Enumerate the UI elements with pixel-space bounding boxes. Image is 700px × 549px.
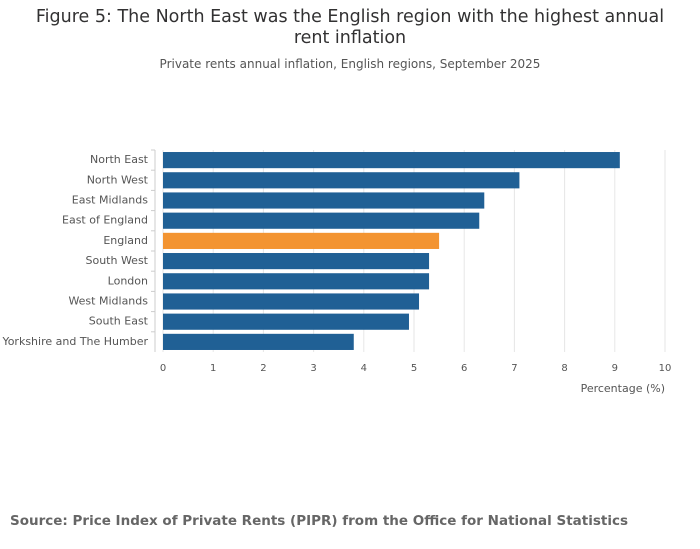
bar: [163, 192, 485, 209]
x-tick-label: 7: [511, 363, 517, 374]
x-tick-label: 5: [411, 363, 417, 374]
bar: [163, 293, 420, 310]
y-tick-label: East Midlands: [72, 194, 149, 207]
bar: [163, 313, 409, 330]
bar: [163, 152, 620, 169]
y-tick-label: Yorkshire and The Humber: [1, 335, 148, 348]
bar: [163, 273, 430, 290]
y-tick-label: England: [103, 234, 148, 247]
y-tick-label: West Midlands: [68, 295, 148, 308]
x-tick-label: 0: [160, 363, 166, 374]
x-tick-label: 3: [310, 363, 316, 374]
x-tick-label: 10: [659, 363, 672, 374]
bar: [163, 333, 354, 350]
bar: [163, 172, 520, 189]
bar: [163, 253, 430, 270]
y-tick-label: South West: [85, 254, 148, 267]
bar: [163, 232, 440, 249]
x-tick-label: 1: [210, 363, 216, 374]
y-tick-label: East of England: [62, 214, 148, 227]
x-tick-label: 4: [361, 363, 367, 374]
bar: [163, 212, 480, 229]
y-tick-label: South East: [89, 315, 149, 328]
x-tick-label: 2: [260, 363, 266, 374]
x-tick-label: 9: [612, 363, 618, 374]
y-tick-label: North West: [87, 173, 149, 186]
x-tick-label: 8: [561, 363, 567, 374]
chart: 0 1 2 3 4 5 6 7 8 9 10 Percentage (%) North East Nort…: [1, 149, 672, 395]
x-tick-label: 6: [461, 363, 467, 374]
chart-subtitle: Private rents annual inflation, English …: [159, 57, 541, 71]
y-tick-label: North East: [90, 153, 149, 166]
x-axis-label: Percentage (%): [581, 382, 665, 395]
chart-title: Figure 5: The North East was the English…: [35, 7, 665, 48]
y-tick-label: London: [108, 274, 148, 287]
source-note: Source: Price Index of Private Rents (PI…: [10, 513, 628, 529]
